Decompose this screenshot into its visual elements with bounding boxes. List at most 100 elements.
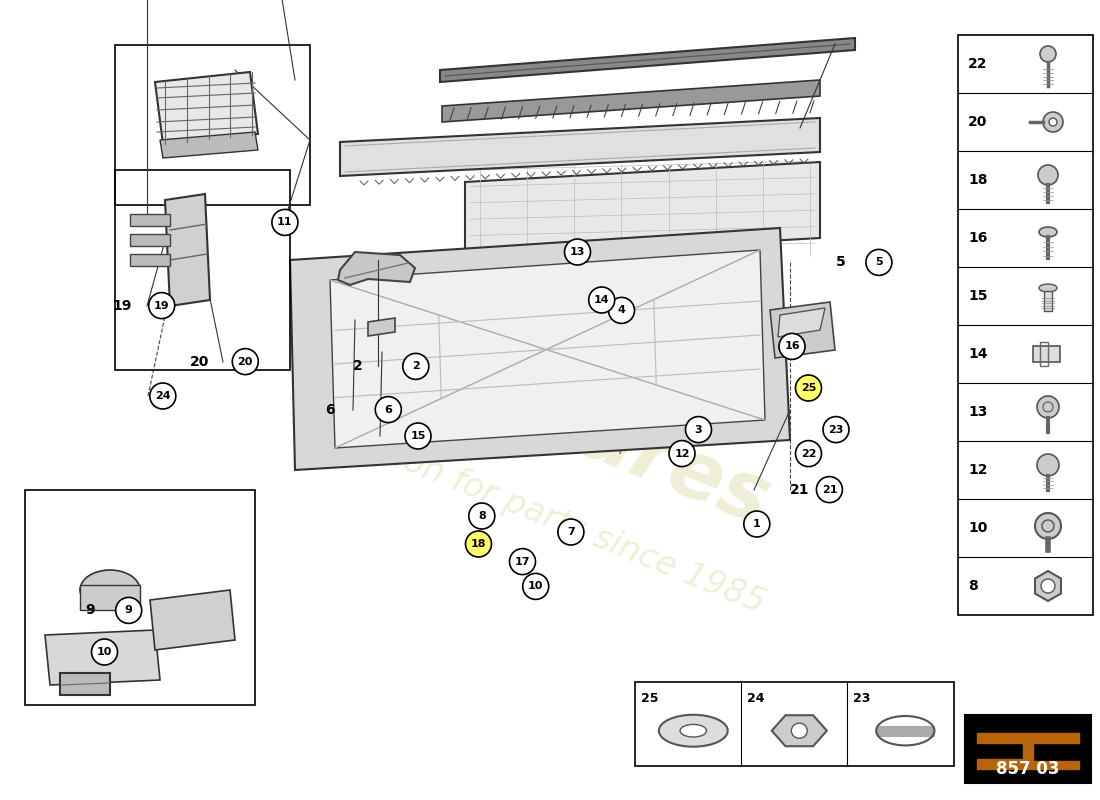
Circle shape	[795, 375, 822, 401]
Bar	[130, 254, 170, 266]
Ellipse shape	[1040, 227, 1057, 237]
Text: 19: 19	[112, 299, 132, 313]
Text: 24: 24	[747, 692, 764, 705]
Circle shape	[116, 598, 142, 623]
Polygon shape	[150, 590, 235, 650]
Text: 18: 18	[968, 173, 988, 187]
Circle shape	[685, 417, 712, 442]
Text: 19: 19	[154, 301, 169, 310]
Bar	[965, 715, 1091, 783]
Text: 17: 17	[515, 557, 530, 566]
Bar	[130, 214, 170, 226]
Circle shape	[469, 503, 495, 529]
Text: 18: 18	[471, 539, 486, 549]
Text: 22: 22	[801, 449, 816, 458]
Text: 8: 8	[968, 579, 978, 593]
Text: 6: 6	[384, 405, 393, 414]
Circle shape	[588, 287, 615, 313]
Ellipse shape	[791, 723, 807, 738]
Polygon shape	[465, 162, 820, 258]
Circle shape	[91, 639, 118, 665]
Polygon shape	[770, 302, 835, 358]
Text: 1: 1	[752, 519, 761, 529]
Text: 10: 10	[968, 521, 988, 535]
Text: 10: 10	[97, 647, 112, 657]
Text: 6: 6	[326, 403, 334, 417]
Text: 9: 9	[124, 606, 133, 615]
Circle shape	[1037, 454, 1059, 476]
Text: 20: 20	[968, 115, 988, 129]
Text: 25: 25	[801, 383, 816, 393]
Text: 10: 10	[528, 582, 543, 591]
Text: 14: 14	[594, 295, 609, 305]
Text: 23: 23	[852, 692, 870, 705]
Text: 8: 8	[477, 511, 486, 521]
Polygon shape	[1033, 346, 1060, 362]
Polygon shape	[442, 80, 820, 122]
Bar	[116, 170, 290, 370]
Text: 12: 12	[968, 463, 988, 477]
Text: 13: 13	[570, 247, 585, 257]
Polygon shape	[45, 630, 159, 685]
Bar	[80, 585, 140, 610]
Polygon shape	[155, 72, 258, 144]
Polygon shape	[165, 194, 210, 306]
Text: 22: 22	[968, 57, 988, 71]
Text: eurospares: eurospares	[279, 278, 781, 542]
Ellipse shape	[1040, 284, 1057, 292]
Circle shape	[1049, 118, 1057, 126]
Circle shape	[1037, 396, 1059, 418]
Polygon shape	[440, 38, 855, 82]
Polygon shape	[290, 228, 790, 470]
Text: 23: 23	[828, 425, 844, 434]
Bar	[25, 490, 255, 705]
Text: 4: 4	[617, 306, 626, 315]
Polygon shape	[338, 252, 415, 285]
Circle shape	[1043, 112, 1063, 132]
Text: 14: 14	[968, 347, 988, 361]
Bar	[1044, 291, 1052, 311]
Circle shape	[375, 397, 402, 422]
Text: 7: 7	[566, 527, 575, 537]
Polygon shape	[778, 308, 825, 337]
Text: 857 03: 857 03	[997, 760, 1059, 778]
Text: 15: 15	[410, 431, 426, 441]
Polygon shape	[977, 733, 1079, 769]
Circle shape	[272, 210, 298, 235]
Polygon shape	[368, 318, 395, 336]
Bar	[635, 682, 954, 766]
Text: 5: 5	[836, 255, 846, 269]
Circle shape	[1038, 165, 1058, 185]
Circle shape	[669, 441, 695, 466]
Text: 16: 16	[784, 342, 800, 351]
Text: a passion for parts since 1985: a passion for parts since 1985	[290, 400, 770, 620]
Bar	[60, 673, 110, 695]
Text: 5: 5	[876, 258, 882, 267]
Circle shape	[608, 298, 635, 323]
Text: 20: 20	[190, 355, 210, 369]
Ellipse shape	[680, 725, 706, 737]
Text: 20: 20	[238, 357, 253, 366]
Text: 21: 21	[822, 485, 837, 494]
Text: 25: 25	[641, 692, 659, 705]
Text: 3: 3	[695, 425, 702, 434]
Circle shape	[816, 477, 843, 502]
Circle shape	[522, 574, 549, 599]
Bar	[116, 45, 310, 205]
Circle shape	[509, 549, 536, 574]
Polygon shape	[1035, 571, 1062, 601]
Circle shape	[405, 423, 431, 449]
Text: 12: 12	[674, 449, 690, 458]
Circle shape	[465, 531, 492, 557]
Circle shape	[795, 441, 822, 466]
Circle shape	[232, 349, 258, 374]
Polygon shape	[772, 715, 827, 746]
Bar	[958, 35, 1093, 615]
Circle shape	[823, 417, 849, 442]
Ellipse shape	[659, 714, 728, 746]
Text: 2: 2	[353, 359, 363, 373]
Text: 2: 2	[411, 362, 420, 371]
Text: 13: 13	[968, 405, 988, 419]
Polygon shape	[340, 118, 820, 176]
Circle shape	[558, 519, 584, 545]
